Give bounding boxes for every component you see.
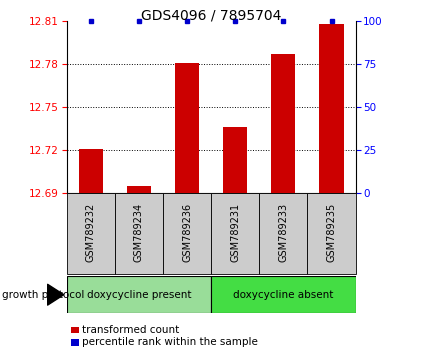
Text: GSM789236: GSM789236 [182, 202, 192, 262]
Bar [223, 127, 247, 193]
Text: transformed count: transformed count [82, 325, 179, 335]
Text: doxycycline absent: doxycycline absent [233, 290, 333, 300]
Polygon shape [47, 284, 64, 305]
FancyBboxPatch shape [163, 193, 211, 274]
FancyBboxPatch shape [307, 193, 355, 274]
Text: GSM789235: GSM789235 [326, 202, 336, 262]
Bar [79, 149, 103, 193]
FancyBboxPatch shape [211, 193, 259, 274]
Bar [175, 63, 199, 193]
Text: growth protocol: growth protocol [2, 290, 84, 300]
FancyBboxPatch shape [67, 193, 115, 274]
Bar [271, 54, 295, 193]
Text: GSM789232: GSM789232 [86, 202, 95, 262]
Text: percentile rank within the sample: percentile rank within the sample [82, 337, 258, 347]
FancyBboxPatch shape [259, 193, 307, 274]
FancyBboxPatch shape [211, 276, 355, 313]
Bar [319, 24, 343, 193]
Text: doxycycline present: doxycycline present [86, 290, 191, 300]
Text: GDS4096 / 7895704: GDS4096 / 7895704 [141, 9, 281, 23]
FancyBboxPatch shape [115, 193, 163, 274]
Text: GSM789233: GSM789233 [278, 202, 288, 262]
Text: GSM789231: GSM789231 [230, 202, 240, 262]
Text: GSM789234: GSM789234 [134, 202, 144, 262]
FancyBboxPatch shape [67, 276, 211, 313]
Bar [127, 186, 150, 193]
